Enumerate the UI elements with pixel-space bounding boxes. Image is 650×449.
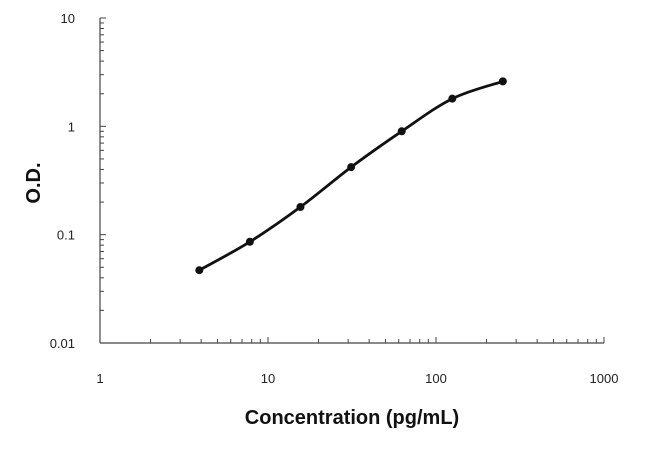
y-tick-label: 0.01 <box>50 336 75 351</box>
y-tick-label: 1 <box>68 119 75 134</box>
y-tick-label: 10 <box>61 11 75 26</box>
y-axis-title: O.D. <box>23 162 45 203</box>
x-axis-title: Concentration (pg/mL) <box>245 407 459 429</box>
y-tick-label: 0.1 <box>57 228 75 243</box>
x-tick-label: 100 <box>425 371 447 386</box>
data-point <box>448 94 457 103</box>
data-point <box>195 266 204 275</box>
data-point <box>296 203 305 212</box>
data-point <box>397 127 406 136</box>
tick-marks <box>99 17 605 344</box>
tick-labels: 1 10 100 1000 0.01 0.1 1 10 <box>50 11 619 386</box>
series <box>195 77 507 275</box>
x-tick-label: 1000 <box>590 371 619 386</box>
x-tick-label: 1 <box>96 371 103 386</box>
axes <box>99 18 604 344</box>
series-line <box>197 80 505 272</box>
data-point <box>245 237 254 246</box>
x-tick-label: 10 <box>261 371 275 386</box>
data-point <box>347 163 356 172</box>
data-point <box>498 77 507 86</box>
